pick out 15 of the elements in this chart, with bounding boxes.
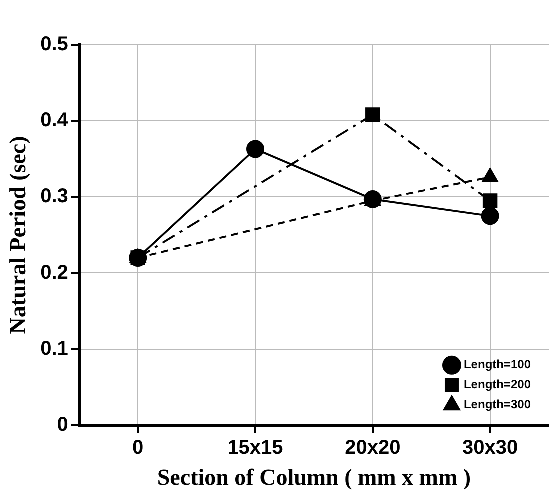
legend-label: Length=100 [464, 358, 532, 372]
y-axis-title: Natural Period (sec) [6, 136, 31, 334]
x-axis-title: Section of Column ( mm x mm ) [157, 465, 472, 490]
y-tick-label: 0.5 [40, 34, 68, 56]
y-tick-label: 0.1 [40, 338, 68, 360]
legend-label: Length=200 [464, 378, 532, 392]
y-tick-label: 0.3 [40, 186, 68, 208]
x-tick-label: 0 [132, 436, 144, 459]
y-tick-label: 0.2 [40, 262, 68, 284]
x-tick-label: 30x30 [462, 436, 518, 459]
x-tick-label: 15x15 [228, 436, 284, 459]
y-tick-label: 0.4 [40, 110, 70, 132]
y-tick-label: 0 [57, 414, 68, 436]
legend-label: Length=300 [464, 398, 532, 412]
x-tick-label: 20x20 [345, 436, 401, 459]
